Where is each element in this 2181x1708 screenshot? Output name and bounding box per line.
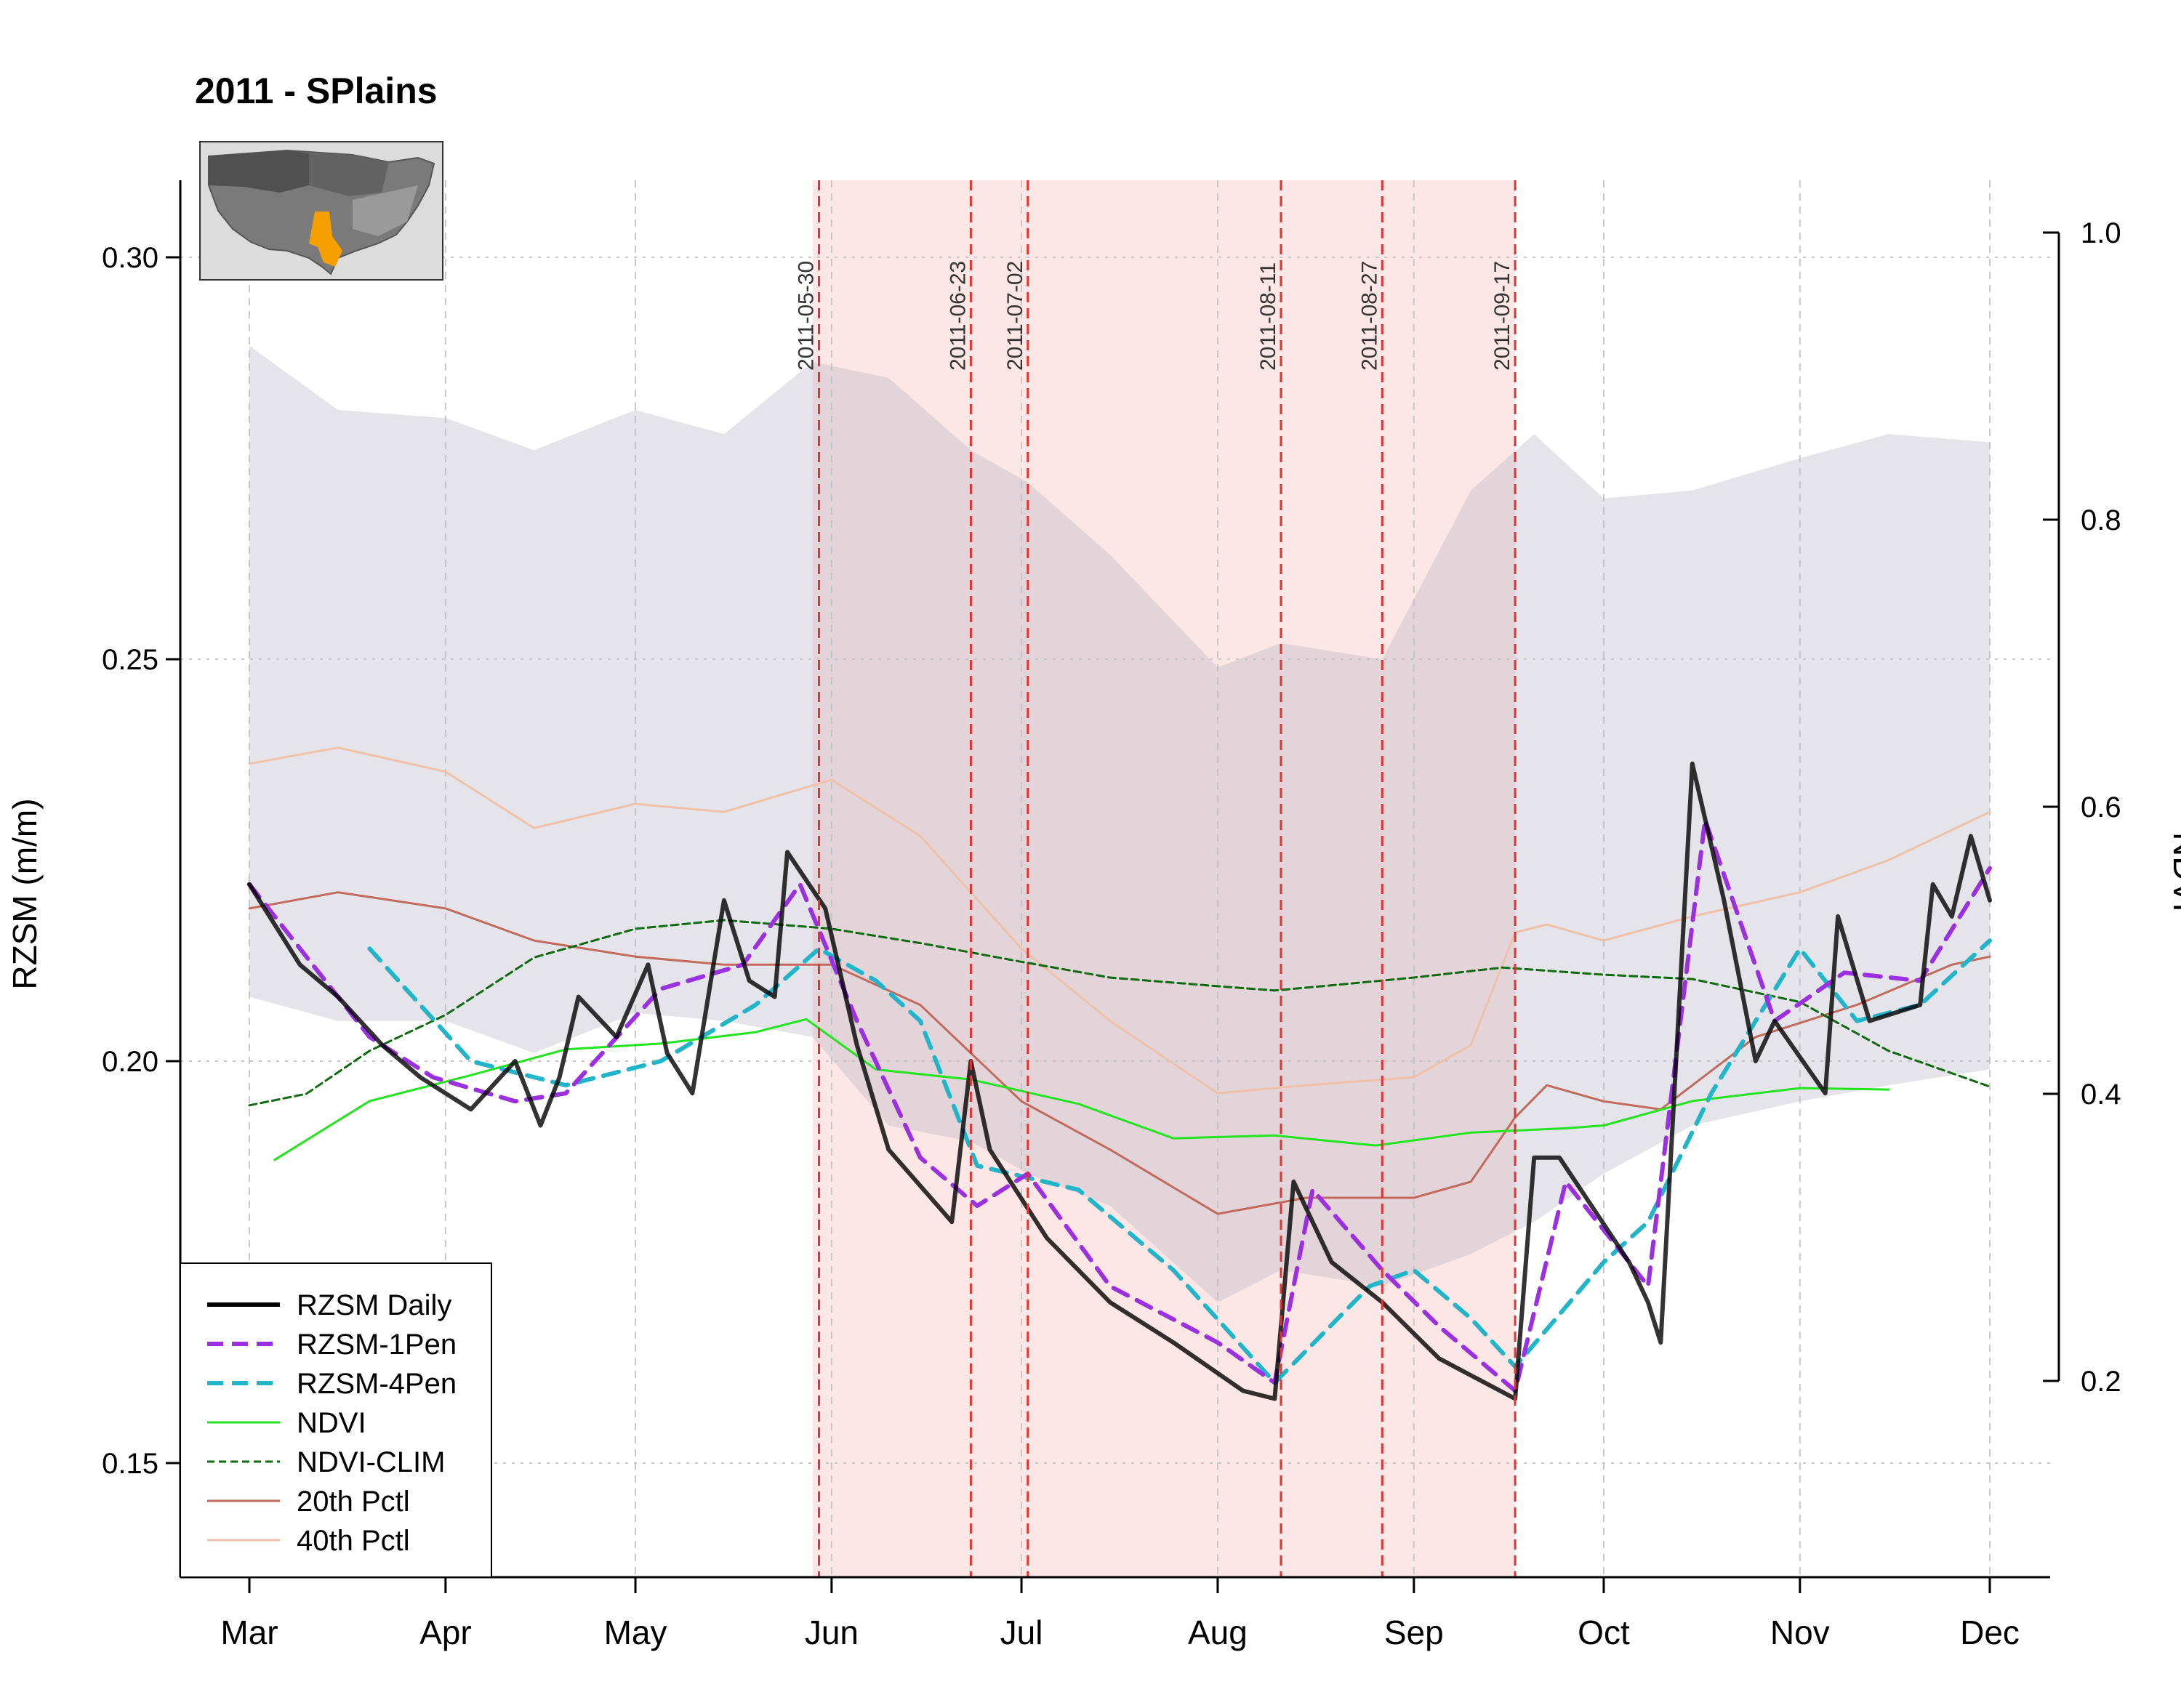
y-axis-label: RZSM (m/m) [6, 798, 44, 989]
x-tick-label-aug: Aug [1188, 1614, 1248, 1651]
legend-label-rzsm-1pen: RZSM-1Pen [297, 1329, 457, 1361]
legend: RZSM Daily RZSM-1Pen RZSM-4Pen NDVI NDVI-CLI… [180, 1262, 492, 1578]
y2-tick-label-4: 1.0 [2081, 217, 2121, 249]
y-tick-label-0: 0.15 [102, 1448, 158, 1480]
climatology-band [249, 345, 1990, 1302]
map-region-midwest [309, 153, 389, 196]
chart-title: 2011 - SPlains [195, 71, 438, 111]
legend-label-rzsm-4pen: RZSM-4Pen [297, 1368, 457, 1400]
x-tick-label-apr: Apr [419, 1614, 472, 1651]
y-tick-label-1: 0.20 [102, 1046, 158, 1078]
gridlines [180, 180, 2050, 1577]
x-tick-label-mar: Mar [220, 1614, 278, 1651]
event-date-label-2011-09-17: 2011-09-17 [1490, 261, 1514, 371]
event-date-label-2011-08-11: 2011-08-11 [1256, 262, 1280, 371]
y-tick-label-3: 0.30 [102, 242, 158, 274]
y2-tick-label-2: 0.6 [2081, 791, 2121, 823]
map-region-northwest [209, 150, 309, 193]
legend-label-ndvi-clim: NDVI-CLIM [297, 1446, 445, 1478]
x-tick-label-jun: Jun [805, 1614, 859, 1651]
event-lines: 2011-05-30 2011-06-23 2011-07-02 2011-08-11… [794, 180, 1517, 1577]
y2-axis-label: NDVI [2166, 832, 2181, 912]
drought-layer [812, 180, 1516, 1577]
series-ndvi-clim [248, 919, 1991, 1107]
legend-label-40th-pctl: 40th Pctl [297, 1525, 410, 1557]
x-tick-label-dec: Dec [1960, 1614, 2020, 1651]
event-date-label-2011-05-30: 2011-05-30 [794, 261, 818, 371]
y2-tick-label-1: 0.4 [2081, 1079, 2121, 1111]
x-tick-label-nov: Nov [1770, 1614, 1830, 1651]
y-tick-label-2: 0.25 [102, 644, 158, 676]
series-40th-pctl [248, 746, 1991, 1095]
legend-box [180, 1262, 492, 1578]
series-layer [247, 746, 1992, 1401]
series-20th-pctl [248, 891, 1991, 1215]
x-tick-label-sep: Sep [1384, 1614, 1444, 1651]
legend-label-rzsm-daily: RZSM Daily [297, 1289, 451, 1321]
map-region-southeast [353, 185, 418, 236]
y2-tick-label-3: 0.8 [2081, 504, 2121, 536]
event-date-label-2011-06-23: 2011-06-23 [946, 261, 970, 371]
x-tick-label-may: May [604, 1614, 667, 1651]
x-tick-label-jul: Jul [1000, 1614, 1043, 1651]
event-date-label-2011-08-27: 2011-08-27 [1357, 261, 1381, 371]
series-rzsm-daily [247, 761, 1992, 1401]
legend-label-ndvi: NDVI [297, 1407, 366, 1439]
legend-label-20th-pctl: 20th Pctl [297, 1486, 410, 1518]
x-tick-label-oct: Oct [1578, 1614, 1630, 1651]
event-date-label-2011-07-02: 2011-07-02 [1003, 261, 1027, 371]
climatology-band-layer [249, 345, 1990, 1302]
y2-tick-label-0: 0.2 [2081, 1366, 2121, 1398]
drought-period-shading [812, 180, 1516, 1577]
us-map-inset [199, 141, 443, 281]
southern-plains-region [309, 212, 342, 267]
